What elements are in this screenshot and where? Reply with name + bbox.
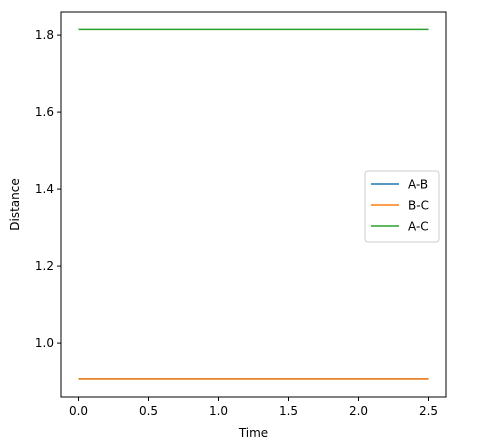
x-tick-label: 1.5 <box>279 404 298 418</box>
legend-label: A-B <box>408 178 428 192</box>
legend: A-B B-C A-C <box>364 170 440 243</box>
y-tick-label: 1.4 <box>35 182 54 196</box>
x-tick-label: 1.0 <box>209 404 228 418</box>
legend-label: A-C <box>408 220 429 234</box>
x-tick-label: 0.5 <box>139 404 158 418</box>
y-tick-label: 1.8 <box>35 28 54 42</box>
x-tick-label: 2.5 <box>419 404 438 418</box>
x-axis-title: Time <box>238 426 268 440</box>
plot-lines <box>78 28 429 380</box>
x-tick-label: 0.0 <box>69 404 88 418</box>
plot-frame <box>60 11 447 398</box>
legend-label: B-C <box>408 199 429 213</box>
y-tick-label: 1.0 <box>35 336 54 350</box>
legend-box <box>364 170 440 243</box>
y-tick-label: 1.6 <box>35 105 54 119</box>
x-tick-label: 2.0 <box>349 404 368 418</box>
y-axis-ticks: 1.0 1.2 1.4 1.6 1.8 <box>35 28 61 350</box>
y-axis-title: Distance <box>8 178 22 230</box>
y-tick-label: 1.2 <box>35 259 54 273</box>
x-axis-ticks: 0.0 0.5 1.0 1.5 2.0 2.5 <box>69 397 438 418</box>
